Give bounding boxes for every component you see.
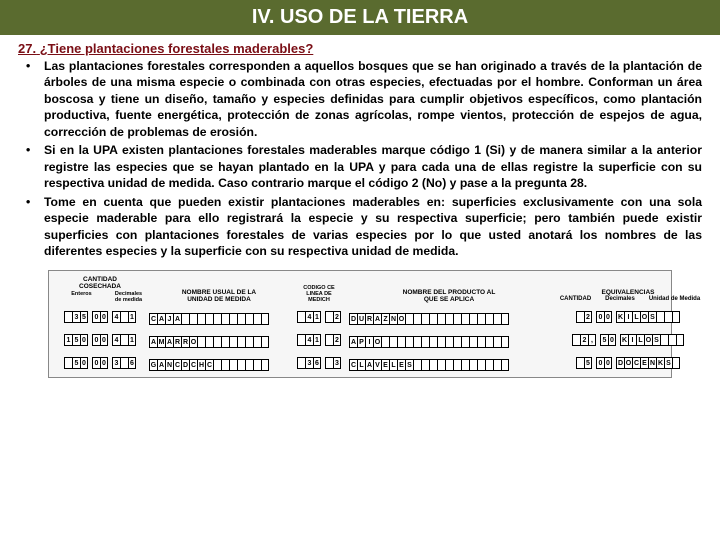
col-cantidad: CANTIDAD COSECHADA Enteros Decimales de …: [55, 276, 145, 303]
cell-equiv: 200KILOS: [553, 311, 703, 323]
question-line: 27. ¿Tiene plantaciones forestales mader…: [18, 41, 702, 56]
cell-equiv: 2,50KILOS: [553, 334, 703, 346]
cell-unidad: AMARRO: [149, 331, 289, 349]
col-producto: NOMBRE DEL PRODUCTO AL QUE SE APLICA: [349, 289, 549, 303]
question-text: ¿Tiene plantaciones forestales maderable…: [40, 41, 314, 56]
col-codigo: CODIGO CE LINEA DE MEDICH: [293, 285, 345, 303]
label-eq-dec: Decimales: [600, 296, 640, 303]
cell-producto: APIO: [349, 331, 549, 349]
cell-unidad: CAJA: [149, 308, 289, 326]
label-cantidad: CANTIDAD COSECHADA: [79, 276, 121, 290]
bullet-item: Si en la UPA existen plantaciones forest…: [26, 142, 702, 191]
bullet-item: Las plantaciones forestales corresponden…: [26, 58, 702, 140]
col-equiv: EQUIVALENCIAS CANTIDAD Decimales Unidad …: [553, 289, 703, 303]
label-eq-cant: CANTIDAD: [553, 296, 598, 303]
label-equiv: EQUIVALENCIAS: [553, 289, 703, 296]
cell-producto: CLAVELES: [349, 354, 549, 372]
form-table: CANTIDAD COSECHADA Enteros Decimales de …: [48, 270, 672, 378]
bullet-list: Las plantaciones forestales corresponden…: [18, 58, 702, 260]
question-number: 27.: [18, 41, 36, 56]
form-row: 1500041AMARRO412APIO2,50KILOS: [55, 331, 665, 349]
form-row: 500036GANCDCHC363CLAVELES500DOCENKS: [55, 354, 665, 372]
cell-producto: DURAZNO: [349, 308, 549, 326]
label-enteros: Enteros: [54, 291, 109, 303]
label-eq-um: Unidad de Medida: [642, 296, 707, 303]
form-rows: 350041CAJA412DURAZNO200KILOS1500041AMARR…: [55, 308, 665, 372]
col-unidad: NOMBRE USUAL DE LA UNIDAD DE MEDIDA: [149, 289, 289, 303]
cell-codigo: 412: [293, 334, 345, 346]
cell-cantidad: 1500041: [55, 334, 145, 346]
label-decimales: Decimales de medida: [111, 291, 146, 303]
form-row: 350041CAJA412DURAZNO200KILOS: [55, 308, 665, 326]
section-title: IV. USO DE LA TIERRA: [252, 6, 468, 28]
cell-cantidad: 350041: [55, 311, 145, 323]
cell-unidad: GANCDCHC: [149, 354, 289, 372]
section-header: IV. USO DE LA TIERRA: [0, 0, 720, 35]
cell-cantidad: 500036: [55, 357, 145, 369]
form-header-row: CANTIDAD COSECHADA Enteros Decimales de …: [55, 276, 665, 303]
cell-equiv: 500DOCENKS: [553, 357, 703, 369]
content-area: 27. ¿Tiene plantaciones forestales mader…: [0, 35, 720, 378]
bullet-item: Tome en cuenta que pueden existir planta…: [26, 194, 702, 260]
cell-codigo: 412: [293, 311, 345, 323]
cell-codigo: 363: [293, 357, 345, 369]
